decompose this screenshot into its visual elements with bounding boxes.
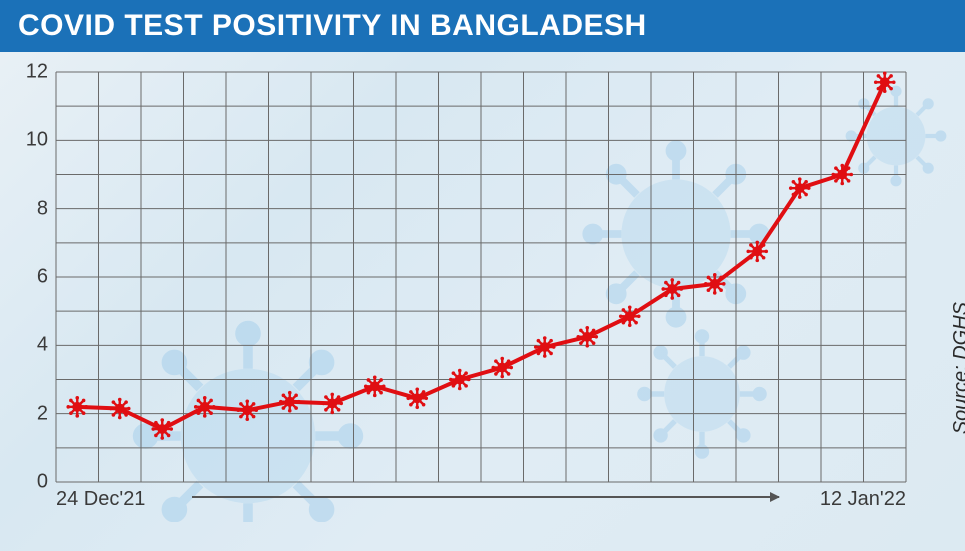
data-line-layer xyxy=(56,72,906,482)
y-tick-label: 6 xyxy=(37,266,56,289)
source-label: Source: DGHS xyxy=(950,302,965,434)
y-tick-label: 4 xyxy=(37,334,56,357)
plot-area: 24 Dec'21 12 Jan'22 024681012 xyxy=(56,72,906,482)
data-point-marker xyxy=(831,164,853,186)
data-point-marker xyxy=(874,71,896,93)
data-point-marker xyxy=(789,177,811,199)
y-tick-label: 10 xyxy=(26,129,56,152)
data-line xyxy=(77,82,885,429)
data-point-marker xyxy=(704,273,726,295)
data-point-marker xyxy=(746,241,768,263)
data-point-marker xyxy=(194,396,216,418)
data-point-marker xyxy=(236,399,258,421)
chart-title-bar: COVID TEST POSITIVITY IN BANGLADESH xyxy=(0,0,965,52)
x-axis-arrow xyxy=(192,496,779,498)
data-point-marker xyxy=(619,305,641,327)
x-axis-start-label: 24 Dec'21 xyxy=(56,488,145,511)
y-tick-label: 2 xyxy=(37,402,56,425)
data-point-marker xyxy=(534,336,556,358)
x-axis: 24 Dec'21 12 Jan'22 xyxy=(56,482,906,488)
data-point-marker xyxy=(491,357,513,379)
chart-title: COVID TEST POSITIVITY IN BANGLADESH xyxy=(18,9,647,42)
data-point-marker xyxy=(576,326,598,348)
data-point-marker xyxy=(151,418,173,440)
chart-container: 24 Dec'21 12 Jan'22 024681012 Source: DG… xyxy=(0,52,965,551)
y-tick-label: 8 xyxy=(37,197,56,220)
data-point-marker xyxy=(321,393,343,415)
x-axis-end-label: 12 Jan'22 xyxy=(820,488,906,511)
data-point-marker xyxy=(109,398,131,420)
data-point-marker xyxy=(66,396,88,418)
data-point-marker xyxy=(364,376,386,398)
data-point-marker xyxy=(279,391,301,413)
data-point-marker xyxy=(661,278,683,300)
y-tick-label: 0 xyxy=(37,471,56,494)
y-tick-label: 12 xyxy=(26,61,56,84)
data-point-marker xyxy=(449,369,471,391)
data-point-marker xyxy=(406,387,428,409)
